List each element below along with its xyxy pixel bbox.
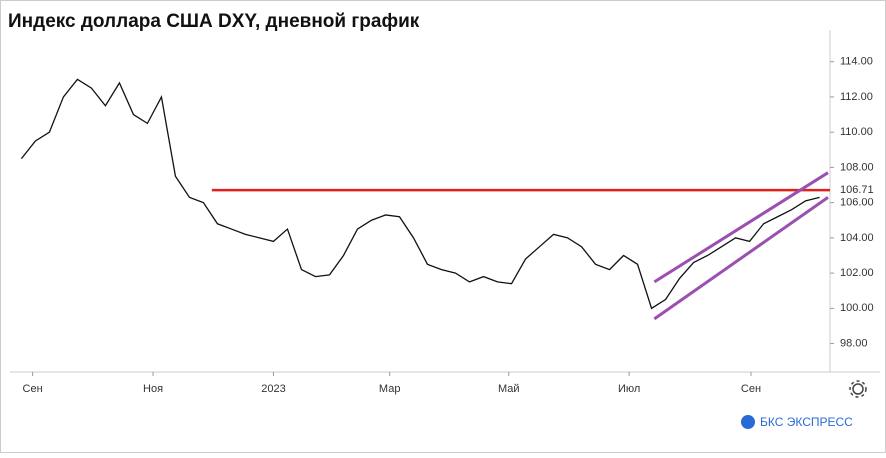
y-tick-label: 112.00 (840, 91, 873, 103)
y-tick-label: 104.00 (840, 232, 874, 244)
y-tick-label: 114.00 (840, 56, 873, 68)
resistance-label-bg (832, 182, 882, 199)
y-tick-label: 110.00 (840, 126, 873, 138)
resistance-label: 106.71 (840, 184, 874, 196)
gear-teeth (849, 380, 867, 398)
x-tick-label: Ноя (143, 383, 163, 395)
x-tick-label: Май (498, 383, 520, 395)
y-tick-label: 106.00 (840, 197, 874, 209)
price-line (20, 78, 820, 310)
channel-line (653, 171, 829, 284)
x-tick-label: Мар (379, 383, 401, 395)
gear (852, 383, 864, 395)
brand: БКС ЭКСПРЕСС (760, 415, 853, 429)
y-tick-label: 102.00 (840, 267, 874, 279)
settings-icon[interactable] (849, 380, 867, 398)
y-tick-label: 100.00 (840, 302, 874, 314)
x-tick-label: Сен (23, 383, 43, 395)
x-tick-label: Июл (618, 383, 640, 395)
channel-line (653, 196, 829, 321)
brand-logo (741, 415, 755, 429)
x-tick-label: Сен (741, 383, 761, 395)
y-tick-label: 98.00 (840, 337, 868, 349)
y-tick-label: 108.00 (840, 161, 874, 173)
chart-title: Индекс доллара США DXY, дневной график (8, 11, 420, 32)
x-tick-label: 2023 (261, 383, 285, 395)
